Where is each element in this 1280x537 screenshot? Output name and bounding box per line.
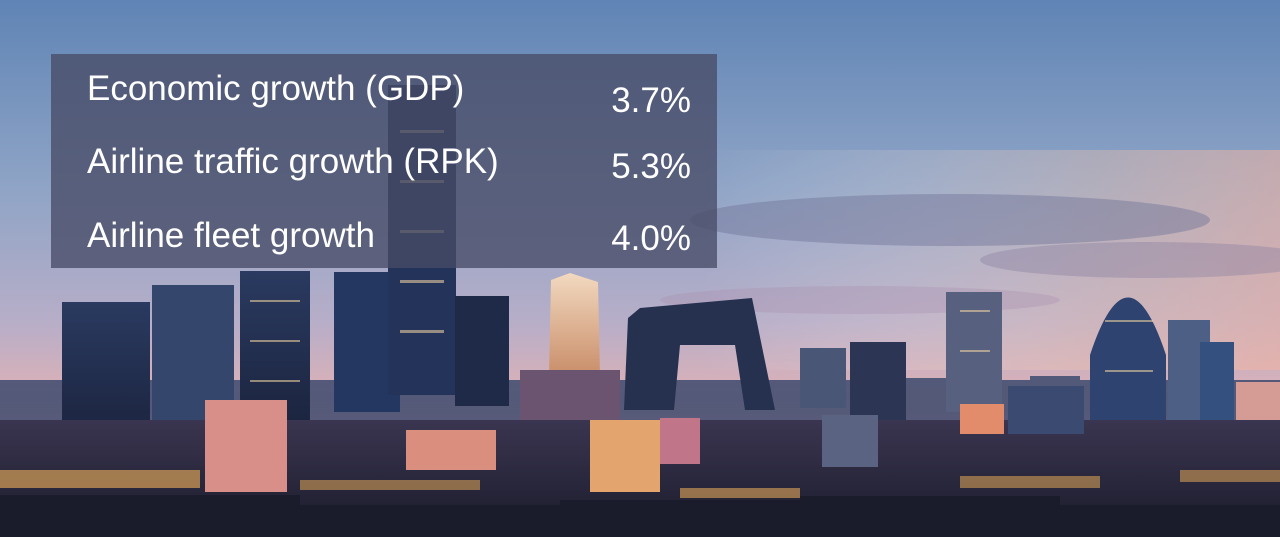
stat-row-fleet: Airline fleet growth 4.0% [87,211,691,261]
stat-row-gdp: Economic growth (GDP) 3.7% [87,64,691,120]
stat-value: 3.7% [611,81,691,120]
stat-row-rpk: Airline traffic growth (RPK) 5.3% [87,137,691,187]
stat-label: Economic growth (GDP) [87,69,465,108]
stat-value: 4.0% [611,219,691,258]
stat-label: Airline traffic growth (RPK) [87,142,499,181]
growth-stats-panel: Economic growth (GDP) 3.7% Airline traff… [51,54,717,268]
stat-label: Airline fleet growth [87,216,375,255]
stat-value: 5.3% [611,147,691,186]
